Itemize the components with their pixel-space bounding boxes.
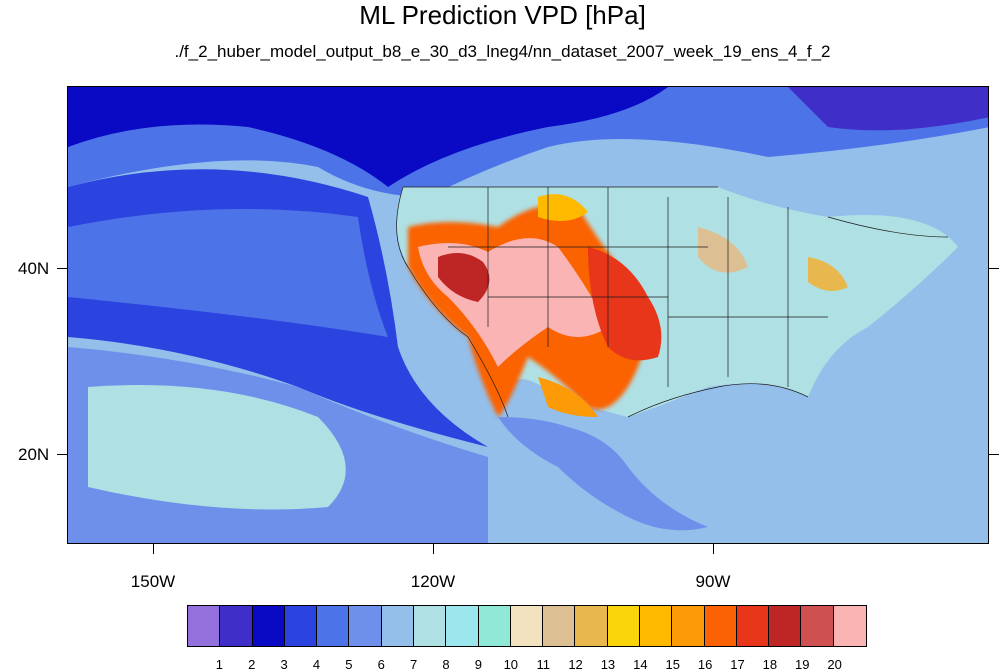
colorbar-label: 7 bbox=[410, 657, 418, 672]
colorbar-swatch bbox=[220, 606, 253, 646]
south-pacific-field bbox=[88, 385, 346, 510]
colorbar-swatch bbox=[575, 606, 608, 646]
colorbar-swatch bbox=[543, 606, 576, 646]
colorbar-label: 20 bbox=[827, 657, 842, 672]
colorbar bbox=[187, 605, 867, 647]
lon-tick-90w bbox=[713, 544, 714, 554]
colorbar-swatch bbox=[188, 606, 221, 646]
vpd-field-svg bbox=[68, 87, 988, 543]
lat-tick-40n bbox=[57, 268, 67, 269]
colorbar-swatch bbox=[801, 606, 834, 646]
colorbar-label: 17 bbox=[730, 657, 745, 672]
pacific-mid-field bbox=[68, 209, 388, 337]
north-plains-field bbox=[538, 194, 588, 221]
colorbar-swatch bbox=[510, 606, 544, 646]
colorbar-label: 5 bbox=[345, 657, 353, 672]
colorbar-swatch bbox=[413, 606, 447, 646]
colorbar-swatch bbox=[607, 606, 640, 646]
colorbar-label: 6 bbox=[377, 657, 385, 672]
colorbar-label: 16 bbox=[697, 657, 713, 672]
colorbar-swatch bbox=[833, 606, 866, 646]
lon-label-90w: 90W bbox=[695, 572, 731, 591]
colorbar-swatch bbox=[284, 606, 318, 646]
colorbar-swatch bbox=[349, 606, 382, 646]
lat-label-20n: 20N bbox=[18, 445, 50, 464]
colorbar-label: 13 bbox=[600, 657, 616, 672]
plot-subtitle: ./f_2_huber_model_output_b8_e_30_d3_lneg… bbox=[174, 42, 831, 61]
state-boundaries bbox=[396, 186, 949, 418]
mexico-north-field bbox=[538, 377, 598, 417]
colorbar-swatch bbox=[704, 606, 737, 646]
mexico-field bbox=[498, 417, 708, 531]
lon-label-120w: 120W bbox=[410, 572, 456, 591]
colorbar-label: 8 bbox=[442, 657, 450, 672]
colorbar-label: 4 bbox=[312, 657, 321, 672]
vpd-map bbox=[67, 86, 989, 544]
colorbar-label: 10 bbox=[503, 657, 519, 672]
lat-tick-20n-right bbox=[989, 454, 999, 455]
lat-tick-40n-right bbox=[989, 268, 999, 269]
colorbar-swatch bbox=[446, 606, 479, 646]
colorbar-label: 2 bbox=[248, 657, 256, 672]
great-basin-field bbox=[438, 253, 490, 302]
lat-label-40n: 40N bbox=[18, 259, 50, 278]
colorbar-swatch bbox=[478, 606, 511, 646]
colorbar-label: 3 bbox=[280, 657, 288, 672]
colorbar-label: 1 bbox=[215, 657, 223, 672]
lat-tick-20n bbox=[57, 454, 67, 455]
colorbar-label: 18 bbox=[762, 657, 778, 672]
colorbar-label: 9 bbox=[474, 657, 483, 672]
colorbar-swatch bbox=[672, 606, 705, 646]
colorbar-swatch bbox=[769, 606, 802, 646]
colorbar-swatch bbox=[381, 606, 414, 646]
colorbar-label: 11 bbox=[536, 657, 550, 672]
plot-title: ML Prediction VPD [hPa] bbox=[359, 0, 646, 30]
colorbar-label: 19 bbox=[795, 657, 810, 672]
lon-tick-120w bbox=[433, 544, 434, 554]
northeast-field bbox=[788, 87, 988, 131]
lon-tick-150w bbox=[153, 544, 154, 554]
plains-hot-field bbox=[588, 247, 662, 361]
colorbar-swatch bbox=[639, 606, 673, 646]
east-coast-field bbox=[808, 257, 848, 291]
midwest-field bbox=[698, 227, 748, 273]
colorbar-label: 12 bbox=[568, 657, 583, 672]
lon-label-150w: 150W bbox=[130, 572, 176, 591]
colorbar-swatch bbox=[736, 606, 770, 646]
north-deep-field bbox=[68, 87, 668, 187]
colorbar-label: 15 bbox=[665, 657, 680, 672]
colorbar-swatch bbox=[252, 606, 285, 646]
colorbar-label: 14 bbox=[633, 657, 648, 672]
colorbar-swatch bbox=[317, 606, 350, 646]
